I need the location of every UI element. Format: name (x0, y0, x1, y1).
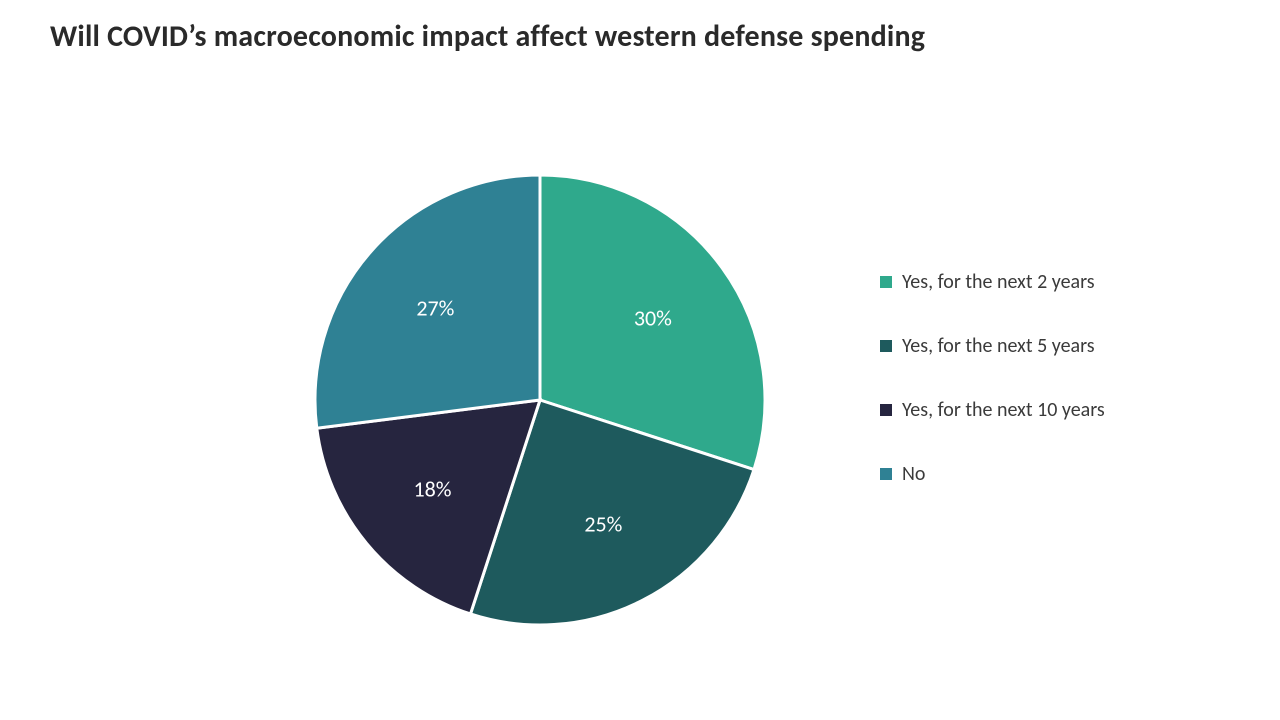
legend-swatch (880, 340, 892, 352)
page-root: Will COVID’s macroeconomic impact affect… (0, 0, 1280, 720)
legend-swatch (880, 276, 892, 288)
legend-item: Yes, for the next 10 years (880, 398, 1105, 422)
legend-label: Yes, for the next 10 years (902, 398, 1105, 422)
legend-label: Yes, for the next 5 years (902, 334, 1095, 358)
pie-slice-label: 30% (634, 305, 672, 332)
legend-item: Yes, for the next 2 years (880, 270, 1105, 294)
legend-item: No (880, 462, 1105, 486)
legend-label: No (902, 462, 925, 486)
chart-title: Will COVID’s macroeconomic impact affect… (50, 18, 925, 55)
pie-slice-label: 25% (584, 511, 622, 538)
pie-svg (312, 172, 768, 628)
pie-chart: 30% 25% 18% 27% (312, 172, 768, 628)
legend-swatch (880, 468, 892, 480)
legend-item: Yes, for the next 5 years (880, 334, 1105, 358)
legend: Yes, for the next 2 years Yes, for the ne… (880, 270, 1105, 486)
legend-swatch (880, 404, 892, 416)
legend-label: Yes, for the next 2 years (902, 270, 1095, 294)
pie-slice-label: 18% (413, 475, 451, 502)
pie-slice-label: 27% (416, 294, 454, 321)
